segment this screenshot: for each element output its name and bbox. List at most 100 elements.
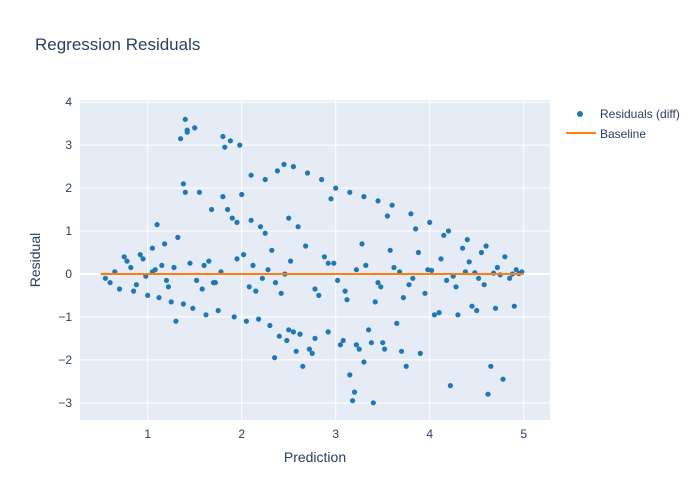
data-point (387, 247, 393, 253)
data-point (306, 346, 312, 352)
data-point (180, 301, 186, 307)
data-point (229, 215, 235, 221)
x-tick-label: 3 (332, 427, 339, 441)
data-point (102, 275, 108, 281)
data-point (293, 348, 299, 354)
data-point (417, 350, 423, 356)
data-point (128, 264, 134, 271)
data-point (234, 219, 240, 225)
data-point (274, 168, 280, 174)
data-point (231, 314, 237, 320)
legend-item-residuals[interactable]: Residuals (diff) (577, 107, 680, 121)
data-point (290, 329, 296, 335)
data-point (494, 264, 500, 271)
data-point (325, 329, 331, 335)
data-point (466, 259, 472, 265)
data-point (347, 189, 353, 195)
data-point (107, 280, 113, 286)
data-point (237, 142, 243, 148)
data-point (297, 331, 303, 337)
x-tick-label: 4 (426, 427, 433, 441)
data-point (410, 275, 416, 281)
data-point (492, 305, 499, 311)
data-point (121, 254, 127, 260)
data-point (281, 161, 287, 167)
data-point (227, 138, 233, 144)
data-point (422, 290, 428, 296)
data-point (248, 217, 254, 223)
data-point (370, 400, 376, 406)
data-point (165, 284, 171, 290)
data-point (239, 191, 245, 198)
data-point (272, 355, 278, 361)
data-point (309, 350, 315, 356)
data-point (286, 215, 292, 221)
data-point (476, 275, 482, 281)
data-point (288, 258, 294, 264)
data-point (413, 226, 419, 232)
data-point (353, 342, 359, 348)
data-point (269, 247, 275, 253)
data-point (441, 232, 447, 238)
data-point (178, 136, 184, 142)
data-point (353, 267, 359, 273)
data-point (394, 320, 400, 326)
data-point (483, 243, 489, 249)
data-point (431, 312, 437, 318)
y-tick-label: −1 (58, 310, 72, 324)
data-point (182, 116, 188, 122)
data-point (375, 280, 381, 286)
data-point (201, 262, 207, 268)
x-tick-label: 2 (238, 427, 245, 441)
data-point (391, 264, 397, 271)
y-tick-label: 3 (65, 138, 72, 152)
data-point (356, 346, 362, 352)
data-point (304, 170, 311, 176)
data-point (162, 241, 168, 247)
data-point (225, 206, 231, 213)
legend-marker-residuals (577, 111, 583, 117)
data-point (380, 340, 386, 346)
data-point (209, 206, 215, 213)
data-point (408, 211, 414, 217)
data-point (328, 196, 334, 202)
data-point (445, 228, 452, 234)
data-point (180, 181, 186, 187)
legend-item-baseline[interactable]: Baseline (566, 127, 646, 141)
data-point (415, 249, 421, 256)
x-axis-title: Prediction (284, 449, 346, 465)
data-point (429, 267, 435, 274)
data-point (206, 258, 212, 264)
data-point (368, 340, 374, 346)
data-point (375, 198, 381, 204)
data-point (267, 322, 273, 329)
data-point (171, 264, 177, 271)
data-point (300, 363, 306, 369)
y-axis-title: Residual (27, 233, 43, 287)
data-point (145, 292, 151, 298)
data-point (163, 277, 170, 283)
data-point (187, 260, 193, 266)
data-point (131, 288, 137, 294)
data-point (248, 172, 254, 178)
data-point (168, 299, 174, 305)
data-point (331, 260, 337, 266)
data-point (290, 164, 296, 170)
data-point (190, 305, 196, 311)
data-point (159, 262, 165, 268)
data-point (156, 295, 162, 301)
data-point (133, 282, 139, 288)
data-point (220, 194, 226, 200)
data-point (366, 327, 372, 333)
data-point (511, 303, 517, 309)
data-point (481, 282, 487, 288)
data-point (513, 267, 519, 273)
data-point (256, 316, 262, 322)
data-point (333, 185, 339, 191)
data-point (378, 284, 384, 290)
data-point (372, 299, 378, 305)
data-point (262, 230, 268, 236)
data-point (243, 318, 249, 324)
data-point (154, 222, 160, 228)
